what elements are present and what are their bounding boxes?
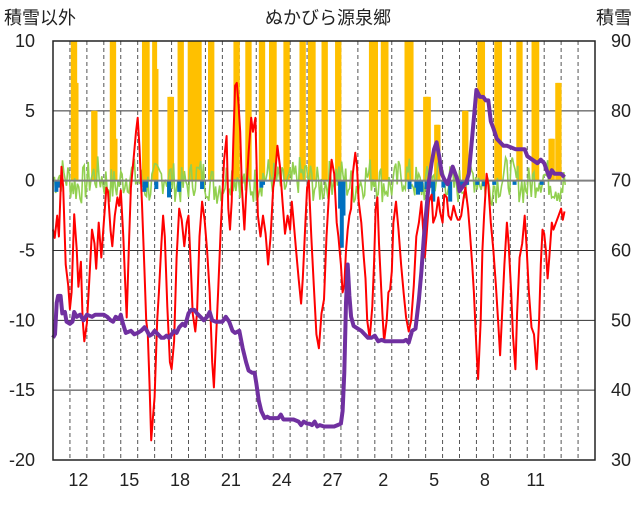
snowfall-bar <box>482 180 487 187</box>
precipitation-bar <box>534 41 540 181</box>
left-y-tick-label: -10 <box>9 310 35 330</box>
x-tick-label: 12 <box>68 470 88 490</box>
snowfall-bar <box>407 180 412 190</box>
precipitation-bar <box>322 41 328 181</box>
left-y-tick-label: 0 <box>25 171 35 191</box>
precipitation-bar <box>496 41 502 181</box>
precipitation-bar <box>73 82 79 181</box>
snowfall-bar <box>460 180 465 187</box>
plot-border <box>52 40 596 461</box>
x-axis-ticks: 12 15 18 21 24 27 2 5 8 11 <box>68 470 545 490</box>
snowfall-bar <box>261 180 266 185</box>
precipitation-bar <box>372 41 378 181</box>
right-y-tick-label: 50 <box>611 310 631 330</box>
snowfall-bar <box>416 180 421 195</box>
temperature-series <box>52 81 566 442</box>
snowfall-bar <box>424 180 429 190</box>
x-tick-label: 21 <box>221 470 241 490</box>
precipitation-bar <box>284 41 290 181</box>
precipitation-bar <box>463 110 469 181</box>
precipitation-bar <box>144 41 150 181</box>
right-axis-label: 積雪 <box>596 8 632 29</box>
left-y-axis-ticks: 10 5 0 -5 -10 -15 -20 <box>9 31 35 470</box>
plot-frame <box>52 40 596 461</box>
right-y-tick-label: 30 <box>611 450 631 470</box>
precipitation-bar <box>196 41 202 181</box>
snowfall-bar <box>512 180 517 185</box>
left-axis-label: 積雪以外 <box>4 8 76 29</box>
precipitation-bar <box>153 68 159 181</box>
snowfall-bar <box>431 180 436 202</box>
precipitation-bar <box>517 41 523 181</box>
snowfall-bar <box>167 180 172 198</box>
chart-title: ぬかびら源泉郷 <box>265 8 391 29</box>
precipitation-bar <box>480 41 486 181</box>
x-tick-label: 27 <box>322 470 342 490</box>
left-y-tick-label: -20 <box>9 450 35 470</box>
snowfall-bar <box>448 180 453 202</box>
left-y-tick-label: 10 <box>15 31 35 51</box>
left-y-tick-label: -15 <box>9 380 35 400</box>
snowfall-bar <box>475 180 480 185</box>
x-tick-label: 11 <box>526 470 545 490</box>
x-tick-label: 5 <box>429 470 439 490</box>
right-y-tick-label: 40 <box>611 380 631 400</box>
temperature-line <box>52 81 566 442</box>
precipitation-bar <box>300 41 306 181</box>
precipitation-bar <box>209 41 215 181</box>
precipitation-bar <box>336 41 342 181</box>
right-y-tick-label: 80 <box>611 101 631 121</box>
right-y-axis-ticks: 90 80 70 60 50 40 30 <box>611 31 631 470</box>
snow-depth-series <box>51 87 566 429</box>
precipitation-bar <box>425 96 431 181</box>
precipitation-bars <box>70 41 562 181</box>
x-tick-label: 18 <box>170 470 190 490</box>
right-y-tick-label: 90 <box>611 31 631 51</box>
precipitation-bar <box>383 41 389 181</box>
precipitation-bar <box>271 41 277 181</box>
x-tick-label: 15 <box>119 470 139 490</box>
precipitation-bar <box>408 41 414 181</box>
snowfall-bar <box>419 180 424 192</box>
snow-depth-line <box>51 87 566 429</box>
precipitation-bar <box>111 41 117 181</box>
snowfall-bar <box>341 180 346 216</box>
snowfall-bar <box>154 180 159 190</box>
snowfall-bar <box>441 180 446 188</box>
snowfall-bar <box>539 180 544 185</box>
snowfall-bars <box>54 180 544 248</box>
x-tick-label: 24 <box>272 470 292 490</box>
snowfall-bar <box>200 180 205 190</box>
snowfall-bar <box>177 180 182 192</box>
right-y-tick-label: 70 <box>611 171 631 191</box>
left-y-tick-label: -5 <box>19 241 35 261</box>
left-y-tick-label: 5 <box>25 101 35 121</box>
precipitation-bar <box>310 41 316 181</box>
precipitation-bar <box>191 41 197 181</box>
snowfall-bar <box>144 180 149 188</box>
x-tick-label: 8 <box>480 470 490 490</box>
precipitation-bar <box>112 138 118 181</box>
precipitation-bar <box>549 138 555 181</box>
x-tick-label: 2 <box>378 470 388 490</box>
precipitation-bar <box>556 82 562 181</box>
precipitation-bar <box>260 41 266 181</box>
precipitation-bar <box>92 110 98 181</box>
right-y-tick-label: 60 <box>611 241 631 261</box>
precipitation-bar <box>169 96 175 181</box>
precipitation-bar <box>178 41 184 181</box>
snowfall-bar <box>492 180 497 185</box>
precipitation-bar <box>246 41 252 181</box>
snowfall-bar <box>56 180 61 188</box>
precipitation-bar <box>234 41 240 181</box>
